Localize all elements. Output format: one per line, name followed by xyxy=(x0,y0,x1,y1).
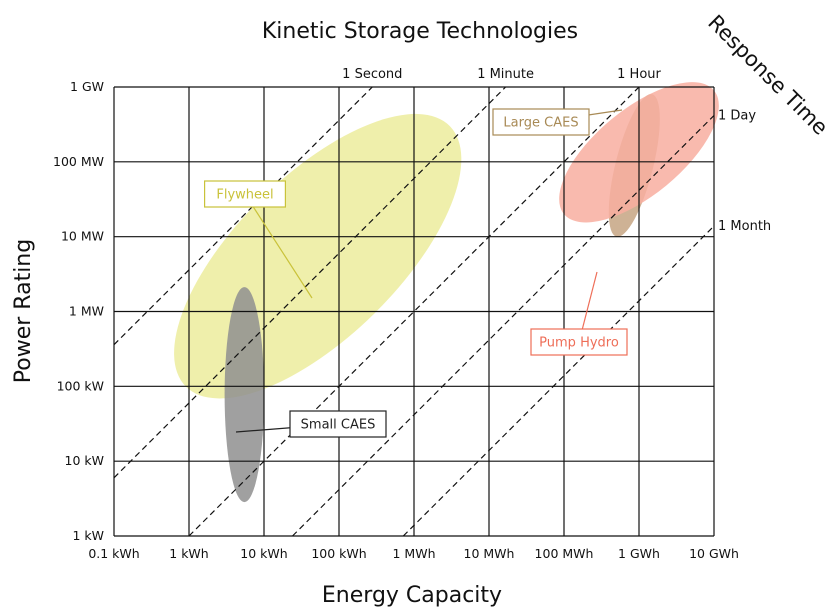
x-axis-title: Energy Capacity xyxy=(322,583,502,608)
response-time-labels: 1 Second 1 Minute 1 Hour 1 Day 1 Month xyxy=(342,67,771,234)
response-line-1-hour xyxy=(188,86,640,537)
x-tick-label: 10 kWh xyxy=(240,546,287,561)
y-tick-label: 10 MW xyxy=(61,229,104,244)
label-box-flywheel xyxy=(204,180,287,208)
x-tick-label: 1 GWh xyxy=(618,546,660,561)
response-line-1-month xyxy=(402,225,715,537)
response-label-1-minute: 1 Minute xyxy=(477,67,534,82)
grid-lines xyxy=(113,86,715,537)
x-tick-label: 1 MWh xyxy=(393,546,436,561)
chart-title: Kinetic Storage Technologies xyxy=(262,19,578,44)
label-large-caes: Large CAES xyxy=(503,116,578,131)
response-line-1-minute xyxy=(113,86,507,479)
x-tick-label: 100 MWh xyxy=(535,546,594,561)
x-tick-label: 100 kWh xyxy=(311,546,366,561)
region-labels: Flywheel Small CAES Large CAES Pump Hydro xyxy=(204,108,628,438)
response-time-lines xyxy=(113,86,715,537)
y-tick-label: 100 kW xyxy=(57,378,104,393)
y-tick-labels: 1 kW 10 kW 100 kW 1 MW 10 MW 100 MW 1 GW xyxy=(53,79,104,543)
x-tick-labels: 0.1 kWh 1 kWh 10 kWh 100 kWh 1 MWh 10 MWh 100 … xyxy=(88,546,739,561)
y-tick-label: 1 kW xyxy=(72,528,104,543)
x-tick-label: 0.1 kWh xyxy=(88,546,139,561)
x-tick-label: 10 MWh xyxy=(464,546,515,561)
response-label-1-month: 1 Month xyxy=(718,219,771,234)
x-tick-label: 1 kWh xyxy=(169,546,208,561)
region-small-caes xyxy=(224,287,265,503)
label-box-large-caes xyxy=(492,108,590,136)
label-leader-flywheel xyxy=(244,193,313,299)
response-label-1-day: 1 Day xyxy=(718,109,756,124)
x-tick-label: 10 GWh xyxy=(689,546,739,561)
y-tick-label: 1 MW xyxy=(69,304,104,319)
label-pump-hydro: Pump Hydro xyxy=(539,336,619,351)
y-axis-title: Power Rating xyxy=(11,239,36,383)
label-box-small-caes xyxy=(289,410,387,438)
response-label-1-second: 1 Second xyxy=(342,67,402,82)
y-tick-label: 1 GW xyxy=(70,79,104,94)
label-box-pump-hydro xyxy=(530,328,628,356)
region-flywheel xyxy=(174,113,462,399)
y-tick-label: 10 kW xyxy=(65,453,104,468)
technology-regions xyxy=(174,82,719,503)
label-flywheel: Flywheel xyxy=(216,188,273,203)
label-small-caes: Small CAES xyxy=(301,418,376,433)
y-tick-label: 100 MW xyxy=(53,154,104,169)
response-line-1-second xyxy=(113,86,373,346)
response-label-1-hour: 1 Hour xyxy=(617,67,661,82)
